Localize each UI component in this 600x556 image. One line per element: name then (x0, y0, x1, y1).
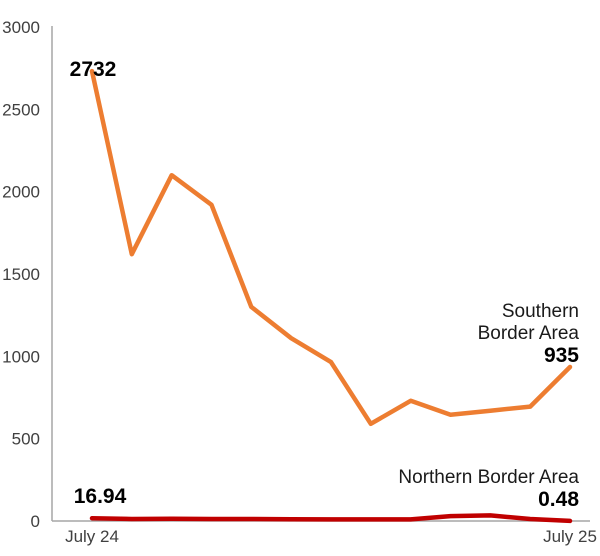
end-value-label: 935 (544, 344, 579, 367)
series-line-southern (89, 68, 573, 427)
end-value-label: 0.48 (538, 488, 579, 511)
start-value-label: 16.94 (74, 485, 127, 508)
y-tick-label: 2000 (2, 183, 40, 202)
series-name-label: Border Area (478, 323, 580, 344)
y-tick-label: 500 (12, 430, 40, 449)
y-tick-label: 2500 (2, 100, 40, 119)
y-tick-label: 3000 (2, 18, 40, 37)
x-tick-label: July 24 (65, 527, 119, 546)
x-tick-label: July 25 (543, 527, 597, 546)
series-line-northern (89, 513, 573, 524)
y-tick-label: 0 (31, 512, 40, 531)
series-name-label: Northern Border Area (398, 467, 579, 488)
y-tick-label: 1500 (2, 265, 40, 284)
series-name-label: Southern (502, 301, 579, 322)
start-value-label: 2732 (70, 58, 117, 81)
y-tick-label: 1000 (2, 347, 40, 366)
